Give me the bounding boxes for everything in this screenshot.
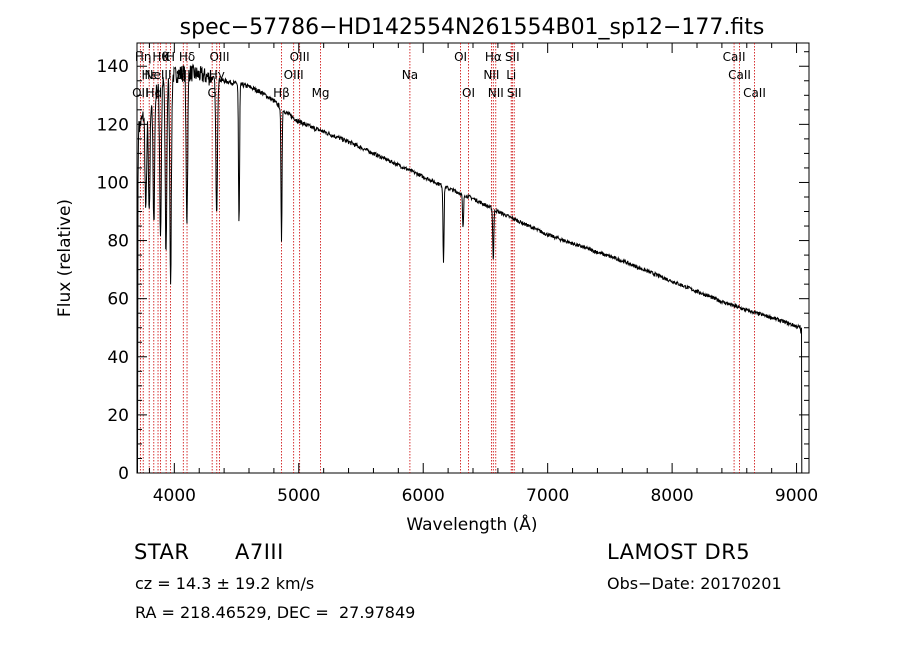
line-marker-label: SII (505, 50, 520, 64)
line-marker-label: OI (454, 50, 467, 64)
line-marker-label: OII (132, 86, 149, 100)
line-marker-label: CaII (723, 50, 746, 64)
line-marker-label: Hθ (152, 50, 168, 64)
y-tick-label: 80 (107, 232, 129, 252)
line-marker-label: Mg (312, 86, 330, 100)
line-marker-label: G (208, 86, 217, 100)
y-axis: 0 20 40 60 80 100 120 140 (97, 51, 809, 484)
object-subclass: A7III (235, 540, 284, 564)
y-tick-label: 100 (97, 173, 129, 193)
observation-date: Obs−Date: 20170201 (607, 574, 782, 593)
line-marker-label: Li (506, 68, 516, 82)
y-tick-label: 40 (107, 348, 129, 368)
x-tick-label: 8000 (650, 486, 693, 506)
line-marker-label: OIII (284, 68, 304, 82)
x-tick-label: 9000 (775, 486, 818, 506)
line-marker-label: Na (402, 68, 418, 82)
line-marker-label: Hd (145, 86, 162, 100)
y-tick-label: 0 (118, 464, 129, 484)
x-tick-label: 7000 (526, 486, 569, 506)
line-marker-labels: OIIHηHεHdNeIIIHθKHSIIHδGHγOIIIHβOIIIOIII… (132, 50, 766, 100)
x-axis-label: Wavelength (Å) (406, 513, 537, 535)
line-marker-label: CaII (728, 68, 751, 82)
line-marker-label: Hη (135, 50, 152, 64)
line-marker-label: OIII (290, 50, 310, 64)
y-tick-label: 60 (107, 290, 129, 310)
redshift-value: cz = 14.3 ± 19.2 km/s (135, 574, 315, 593)
y-tick-label: 20 (107, 406, 129, 426)
line-marker-label: Hδ (179, 50, 195, 64)
chart-title: spec−57786−HD142554N261554B01_sp12−177.f… (180, 15, 765, 40)
y-axis-label: Flux (relative) (55, 199, 75, 317)
line-marker-label: K (162, 50, 171, 64)
line-marker-label: NII (483, 68, 499, 82)
x-tick-label: 6000 (402, 486, 445, 506)
x-axis: 4000 5000 6000 7000 8000 9000 (148, 43, 818, 506)
x-tick-label: 4000 (153, 486, 196, 506)
y-tick-label: 140 (97, 57, 129, 77)
spectrum-line (137, 63, 803, 474)
line-marker-label: SII (507, 86, 522, 100)
line-marker-label: H (166, 50, 175, 64)
survey-name: LAMOST DR5 (607, 540, 751, 564)
x-tick-label: 5000 (277, 486, 320, 506)
line-marker-label: Hβ (273, 86, 290, 100)
line-markers (139, 43, 755, 473)
line-marker-label: NII (488, 86, 504, 100)
object-class: STAR (134, 540, 190, 564)
line-marker-label: NeIII (145, 68, 172, 82)
line-marker-label: Hα (485, 50, 502, 64)
y-tick-label: 120 (97, 115, 129, 135)
line-marker-label: Hε (141, 68, 157, 82)
coordinates: RA = 218.46529, DEC = 27.97849 (135, 603, 416, 622)
line-marker-label: OIII (209, 50, 229, 64)
line-marker-label: OI (462, 86, 475, 100)
line-marker-label: CaII (743, 86, 766, 100)
